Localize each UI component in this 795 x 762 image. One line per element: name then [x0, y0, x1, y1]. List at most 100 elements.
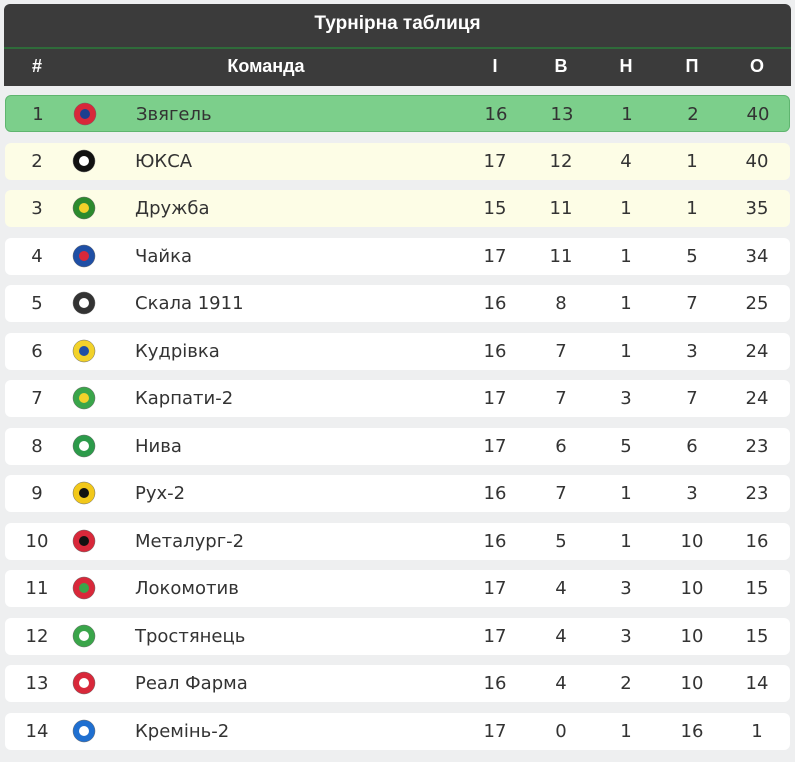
- cell-value: 2: [687, 104, 699, 125]
- cell-value: 17: [483, 150, 507, 172]
- table-row: 9 Рух-2 16 7 1 3 23: [5, 475, 790, 512]
- table-row: 13 Реал Фарма 16 4 2 10 14: [5, 665, 790, 702]
- cell-value: 1: [620, 293, 632, 314]
- cell-value: 5: [555, 530, 567, 552]
- team-name: Реал Фарма: [135, 673, 248, 694]
- cell-value: 1: [620, 530, 632, 552]
- cell-value: 15: [745, 578, 769, 599]
- cell-value: 24: [745, 340, 769, 362]
- cell-value: 3: [620, 578, 632, 599]
- cell-value: 17: [483, 720, 507, 742]
- cell-value: 10: [680, 578, 704, 599]
- cell-value: 1: [620, 483, 632, 504]
- cell-value: 3: [620, 388, 632, 409]
- column-header: В: [554, 56, 568, 76]
- column-header: О: [749, 56, 765, 76]
- cell-value: 8: [555, 293, 567, 314]
- team-name: Рух-2: [135, 483, 186, 504]
- cell-value: 11: [549, 245, 573, 267]
- cell-value: 10: [680, 625, 704, 647]
- cell-value: 16: [680, 720, 704, 742]
- cell-value: 40: [745, 150, 769, 172]
- team-name: Кремінь-2: [135, 720, 230, 742]
- cell-value: 17: [483, 245, 507, 267]
- cell-value: 14: [745, 673, 769, 694]
- table-row: 7 Карпати-2 17 7 3 7 24: [5, 380, 790, 417]
- cell-value: 7: [31, 388, 43, 409]
- cell-value: 4: [620, 150, 632, 172]
- team-logo: [72, 719, 96, 742]
- team-logo: [72, 434, 96, 457]
- cell-value: 34: [745, 245, 769, 267]
- team-logo: [72, 529, 96, 552]
- team-logo: [72, 576, 96, 600]
- cell-value: 10: [25, 530, 49, 552]
- team-name: Дружба: [135, 198, 210, 219]
- cell-value: 35: [745, 198, 769, 219]
- table-row: 12 Тростянець 17 4 3 10 15: [5, 617, 790, 655]
- cell-value: 16: [483, 530, 507, 552]
- cell-value: 8: [31, 435, 43, 457]
- separator: [4, 47, 791, 49]
- column-header: Н: [619, 56, 633, 76]
- cell-value: 23: [745, 483, 769, 504]
- table-header: Турнірна таблиця # Команда І В Н П О: [4, 4, 791, 86]
- table-row: 8 Нива 17 6 5 6 23: [5, 427, 790, 465]
- cell-value: 11: [549, 198, 573, 219]
- team-name: Скала 1911: [135, 293, 244, 314]
- cell-value: 7: [686, 293, 698, 314]
- cell-value: 3: [31, 198, 43, 219]
- cell-value: 13: [25, 673, 49, 694]
- cell-value: 12: [25, 625, 49, 647]
- team-name: ЮКСА: [135, 150, 193, 172]
- table-row: 14 Кремінь-2 17 0 1 16 1: [5, 712, 790, 750]
- cell-value: 1: [686, 150, 698, 172]
- team-name: Чайка: [135, 245, 192, 267]
- cell-value: 15: [483, 198, 507, 219]
- team-name: Тростянець: [135, 625, 246, 647]
- team-name: Звягель: [136, 104, 212, 125]
- cell-value: 6: [686, 435, 698, 457]
- team-name: Карпати-2: [135, 388, 234, 409]
- cell-value: 17: [483, 625, 507, 647]
- table-row: 4 Чайка 17 11 1 5 34: [5, 237, 790, 275]
- team-logo: [72, 339, 96, 362]
- cell-value: 16: [484, 104, 508, 125]
- team-logo: [72, 386, 96, 410]
- cell-value: 1: [32, 104, 44, 125]
- cell-value: 7: [555, 388, 567, 409]
- cell-value: 1: [751, 720, 763, 742]
- cell-value: 1: [620, 340, 632, 362]
- cell-value: 1: [620, 198, 632, 219]
- team-logo: [72, 481, 96, 505]
- cell-value: 16: [483, 483, 507, 504]
- cell-value: 17: [483, 578, 507, 599]
- team-logo: [72, 244, 96, 267]
- cell-value: 14: [25, 720, 49, 742]
- team-name: Металург-2: [135, 530, 245, 552]
- cell-value: 2: [620, 673, 632, 694]
- cell-value: 16: [745, 530, 769, 552]
- cell-value: 12: [549, 150, 573, 172]
- cell-value: 15: [745, 625, 769, 647]
- cell-value: 7: [555, 483, 567, 504]
- table-row: 10 Металург-2 16 5 1 10 16: [5, 522, 790, 560]
- team-name: Локомотив: [135, 578, 239, 599]
- column-header: П: [685, 56, 699, 76]
- cell-value: 5: [686, 245, 698, 267]
- cell-value: 4: [555, 625, 567, 647]
- table-row: 2 ЮКСА 17 12 4 1 40: [5, 142, 790, 180]
- team-logo: [72, 291, 96, 315]
- column-header: І: [492, 56, 498, 76]
- cell-value: 4: [31, 245, 43, 267]
- cell-value: 40: [746, 104, 770, 125]
- table-row: 6 Кудрівка 16 7 1 3 24: [5, 332, 790, 370]
- team-logo: [72, 196, 96, 220]
- cell-value: 25: [745, 293, 769, 314]
- table-title: Турнірна таблиця: [314, 13, 481, 34]
- cell-value: 1: [620, 245, 632, 267]
- cell-value: 4: [555, 673, 567, 694]
- cell-value: 17: [483, 388, 507, 409]
- cell-value: 10: [680, 673, 704, 694]
